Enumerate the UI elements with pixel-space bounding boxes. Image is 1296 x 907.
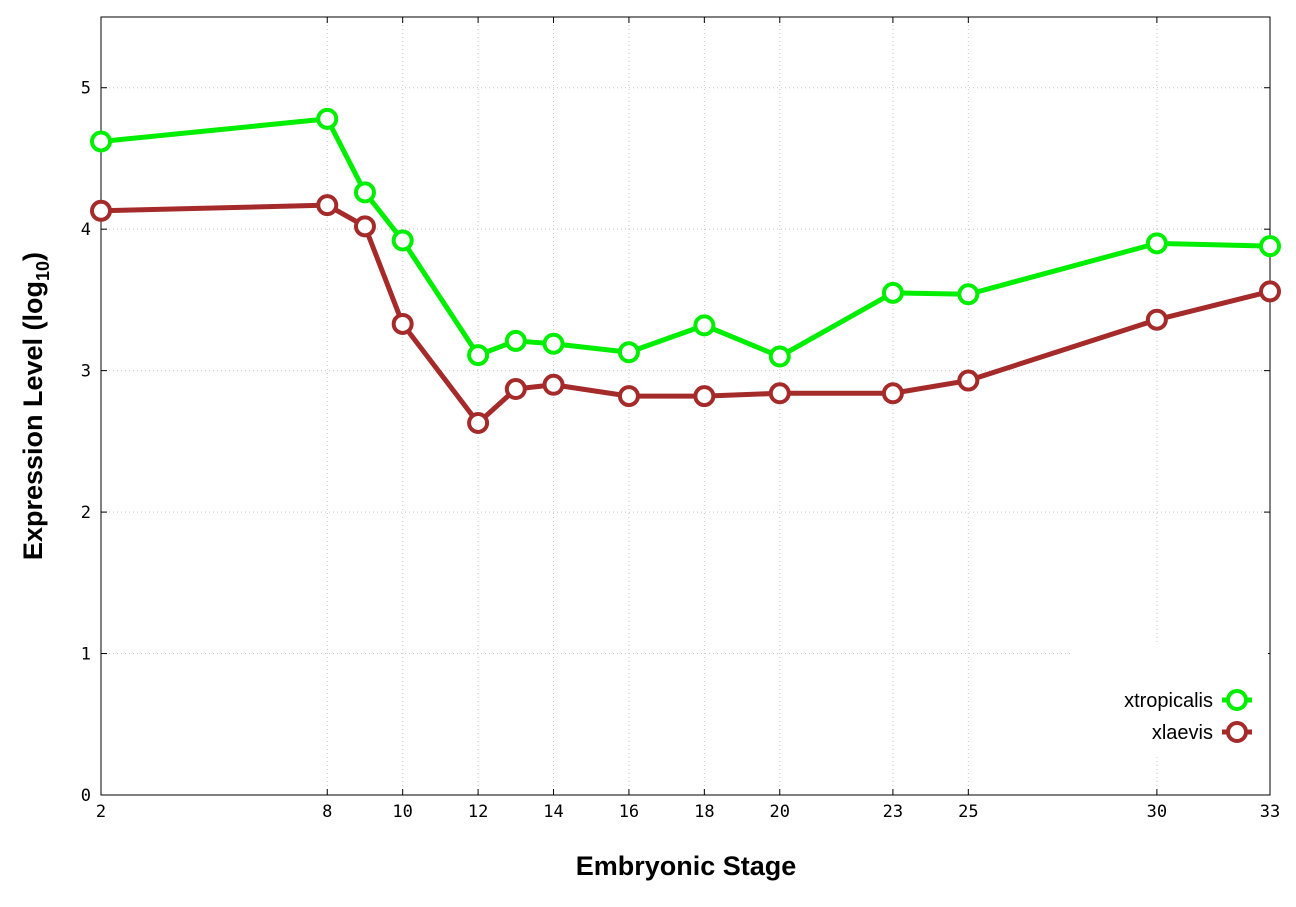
data-point <box>391 229 414 252</box>
y-tick-label: 4 <box>81 220 91 240</box>
y-axis-title-close: ) <box>18 252 48 261</box>
data-point <box>957 283 980 306</box>
data-point <box>391 312 414 335</box>
series-layer <box>90 107 1281 434</box>
x-tick-label: 33 <box>1260 802 1280 822</box>
data-point <box>1259 280 1281 303</box>
x-tick-label: 10 <box>392 802 412 822</box>
x-tick-label: 20 <box>770 802 790 822</box>
series-xtropicalis <box>90 107 1281 368</box>
data-point <box>957 369 980 392</box>
data-point <box>768 345 791 368</box>
data-point <box>1259 235 1281 258</box>
data-point <box>617 385 640 408</box>
data-point <box>90 130 112 153</box>
series-line <box>100 202 1271 426</box>
y-tick-label: 1 <box>81 645 91 665</box>
x-tick-label: 2 <box>96 802 106 822</box>
y-axis-title-subscript: 10 <box>33 261 53 281</box>
x-tick-label: 25 <box>958 802 978 822</box>
x-tick-label: 30 <box>1147 802 1167 822</box>
data-point <box>542 373 565 396</box>
plot-frame <box>100 16 1271 796</box>
y-axis-title-main: Expression Level (log <box>18 281 48 560</box>
x-tick-label: 8 <box>322 802 332 822</box>
data-point <box>467 411 490 434</box>
data-point <box>90 199 112 222</box>
x-tick-label: 14 <box>543 802 563 822</box>
data-point <box>353 181 376 204</box>
x-tick-label: 23 <box>883 802 903 822</box>
x-axis-title: Embryonic Stage <box>576 851 797 881</box>
data-point <box>542 332 565 355</box>
legend-label: xlaevis <box>1152 722 1213 744</box>
y-tick-label: 3 <box>81 362 91 382</box>
data-point <box>467 344 490 367</box>
legend-swatch-marker <box>1226 689 1248 711</box>
legend-swatch-marker <box>1226 721 1248 743</box>
data-point <box>617 341 640 364</box>
x-tick-label: 12 <box>468 802 488 822</box>
data-point <box>504 378 527 401</box>
data-point <box>316 194 339 217</box>
y-tick-label: 0 <box>81 786 91 806</box>
data-point <box>353 215 376 238</box>
series-line <box>100 116 1271 359</box>
data-point <box>881 382 904 405</box>
data-point <box>504 329 527 352</box>
y-tick-label: 2 <box>81 503 91 523</box>
data-point <box>881 281 904 304</box>
data-point <box>316 107 339 130</box>
y-tick-label: 5 <box>81 79 91 99</box>
series-xlaevis <box>90 194 1281 434</box>
x-tick-label: 18 <box>694 802 714 822</box>
legend: xtropicalis xlaevis <box>1072 645 1268 755</box>
legend-label: xtropicalis <box>1124 690 1213 712</box>
data-point <box>693 385 716 408</box>
data-point <box>693 314 716 337</box>
x-tick-label: 16 <box>619 802 639 822</box>
y-axis-title: Expression Level (log10) <box>18 252 53 560</box>
data-point <box>1145 308 1168 331</box>
data-point <box>1145 232 1168 255</box>
data-point <box>768 382 791 405</box>
